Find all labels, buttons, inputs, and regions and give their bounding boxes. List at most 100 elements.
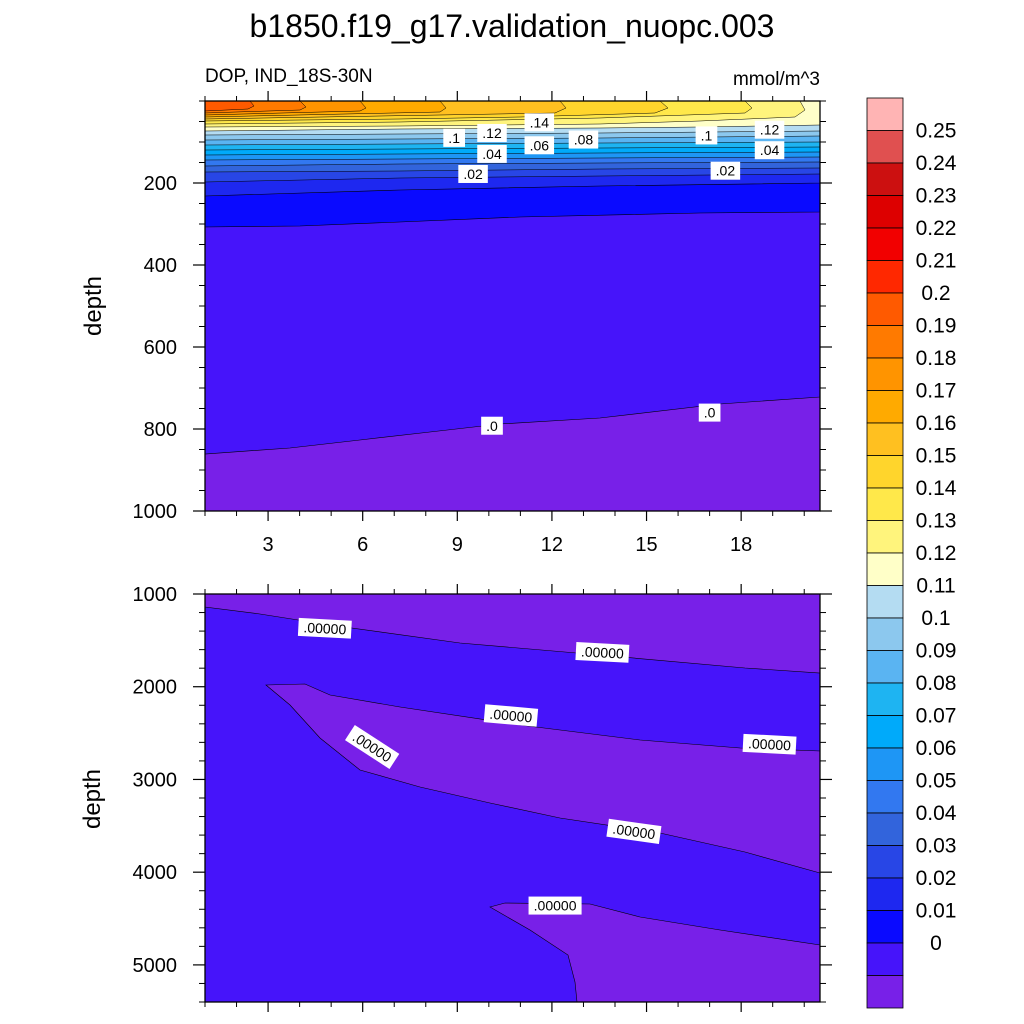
contour-label: .00000 xyxy=(483,704,539,727)
y-tick-label: 200 xyxy=(144,173,177,195)
colorbar-label: 0.06 xyxy=(916,737,957,760)
contour-label: .00000 xyxy=(742,733,797,755)
y-tick-label: 1000 xyxy=(133,584,178,606)
contour-label: .02 xyxy=(458,164,488,183)
x-tick-label: 15 xyxy=(635,534,657,556)
upper-y-axis-label: depth xyxy=(80,276,107,336)
contour-label-text: .02 xyxy=(716,163,736,179)
contour-label-text: .14 xyxy=(530,114,550,130)
contour-label-box xyxy=(754,120,785,139)
lower-x-axis xyxy=(204,584,805,1012)
colorbar-box xyxy=(866,975,904,1009)
contour-label: .1 xyxy=(443,128,465,147)
contour-label-text: .00000 xyxy=(303,619,347,637)
colorbar-label: 0.05 xyxy=(916,770,957,793)
colorbar-box xyxy=(866,227,904,261)
colorbar-label: 0.22 xyxy=(916,217,957,240)
contour-label-box xyxy=(606,818,662,844)
colorbar-label: 0.16 xyxy=(916,412,957,435)
contour-label-box xyxy=(528,896,582,915)
colorbar-label: 0.25 xyxy=(916,120,957,143)
contour-label: .06 xyxy=(524,136,555,155)
y-tick-label: 400 xyxy=(144,255,177,277)
lower-y-axis-label: depth xyxy=(79,769,106,829)
colorbar-box xyxy=(866,390,904,424)
upper-x-axis: 3 6 9 12 15 18 xyxy=(204,91,805,556)
colorbar-label: 0.13 xyxy=(916,510,957,533)
contour-label-text: .1 xyxy=(701,127,713,143)
contour-label-text: .12 xyxy=(482,125,502,141)
y-tick-label: 1000 xyxy=(133,501,178,523)
colorbar-box xyxy=(866,780,904,814)
colorbar-box xyxy=(866,487,904,521)
colorbar-box xyxy=(866,812,904,846)
colorbar-label: 0.09 xyxy=(916,640,957,663)
contour-label-box xyxy=(710,161,741,180)
colorbar-box xyxy=(866,617,904,651)
colorbar-label: 0.02 xyxy=(916,867,957,890)
contour-label-box xyxy=(477,123,507,142)
colorbar-label: 0.03 xyxy=(916,835,957,858)
contour-label-text: .00000 xyxy=(581,643,625,661)
colorbar-box xyxy=(866,422,904,456)
contour-label-box xyxy=(568,130,599,149)
y-tick-label: 600 xyxy=(144,337,177,359)
upper-contour-field xyxy=(204,100,821,511)
colorbar-box xyxy=(866,292,904,326)
figure-title: b1850.f19_g17.validation_nuopc.003 xyxy=(250,8,775,44)
lower-contour-labels: .00000.00000.00000.00000.00000.00000.000… xyxy=(297,617,797,915)
contour-label-text: .0 xyxy=(486,418,498,434)
colorbar-label: 0.08 xyxy=(916,672,957,695)
contour-label-box xyxy=(524,113,555,132)
contour-label-box xyxy=(345,725,400,769)
x-tick-label: 3 xyxy=(263,534,274,556)
contour-label: .02 xyxy=(710,161,741,180)
contour-label: .0 xyxy=(698,403,721,422)
colorbar-label: 0.12 xyxy=(916,542,957,565)
colorbar-label: 0.19 xyxy=(916,315,957,338)
colorbar-box xyxy=(866,747,904,781)
x-tick-label: 12 xyxy=(541,534,563,556)
colorbar-label: 0.14 xyxy=(916,477,957,500)
colorbar-label: 0.01 xyxy=(916,900,957,923)
contour-label: .00000 xyxy=(575,642,630,663)
colorbar-label: 0.24 xyxy=(916,152,957,175)
contour-label: .12 xyxy=(477,123,507,142)
colorbar-box xyxy=(866,260,904,294)
colorbar-box xyxy=(866,325,904,359)
contour-label-box xyxy=(754,141,785,160)
colorbar-label: 0.17 xyxy=(916,380,957,403)
colorbar-box xyxy=(866,585,904,619)
contour-label-text: .04 xyxy=(760,142,780,158)
colorbar-label: 0.2 xyxy=(921,282,950,305)
contour-label-box xyxy=(297,617,352,639)
contour-label: .04 xyxy=(477,144,507,163)
contour-label-box xyxy=(742,733,797,755)
colorbar-label: 0.04 xyxy=(916,802,957,825)
y-tick-label: 2000 xyxy=(133,677,178,699)
lower-region-tongue-zero xyxy=(265,683,821,874)
y-tick-label: 800 xyxy=(144,419,177,441)
contour-label-text: .12 xyxy=(760,122,780,138)
contour-label-text: .00000 xyxy=(612,821,657,843)
contour-label-box xyxy=(458,164,488,183)
colorbar-box xyxy=(866,455,904,489)
colorbar-box xyxy=(866,357,904,391)
contour-label-text: .08 xyxy=(574,132,594,148)
contour-label: .00000 xyxy=(297,617,352,639)
colorbar-label: 0.07 xyxy=(916,705,957,728)
colorbar-box xyxy=(866,910,904,944)
upper-panel: DOP, IND_18S-30N mmol/m^3 depth xyxy=(80,66,832,556)
contour-label-text: .0 xyxy=(704,405,716,421)
y-tick-label: 4000 xyxy=(133,862,178,884)
colorbar-box xyxy=(866,552,904,586)
colorbar-label: 0.15 xyxy=(916,445,957,468)
contour-label: .00000 xyxy=(606,818,662,844)
x-tick-label: 9 xyxy=(452,534,463,556)
contour-label-box xyxy=(698,403,721,422)
contour-label-text: .00000 xyxy=(534,898,577,914)
colorbar-box xyxy=(866,715,904,749)
contour-label: .0 xyxy=(481,416,503,435)
colorbar-label: 0.23 xyxy=(916,185,957,208)
